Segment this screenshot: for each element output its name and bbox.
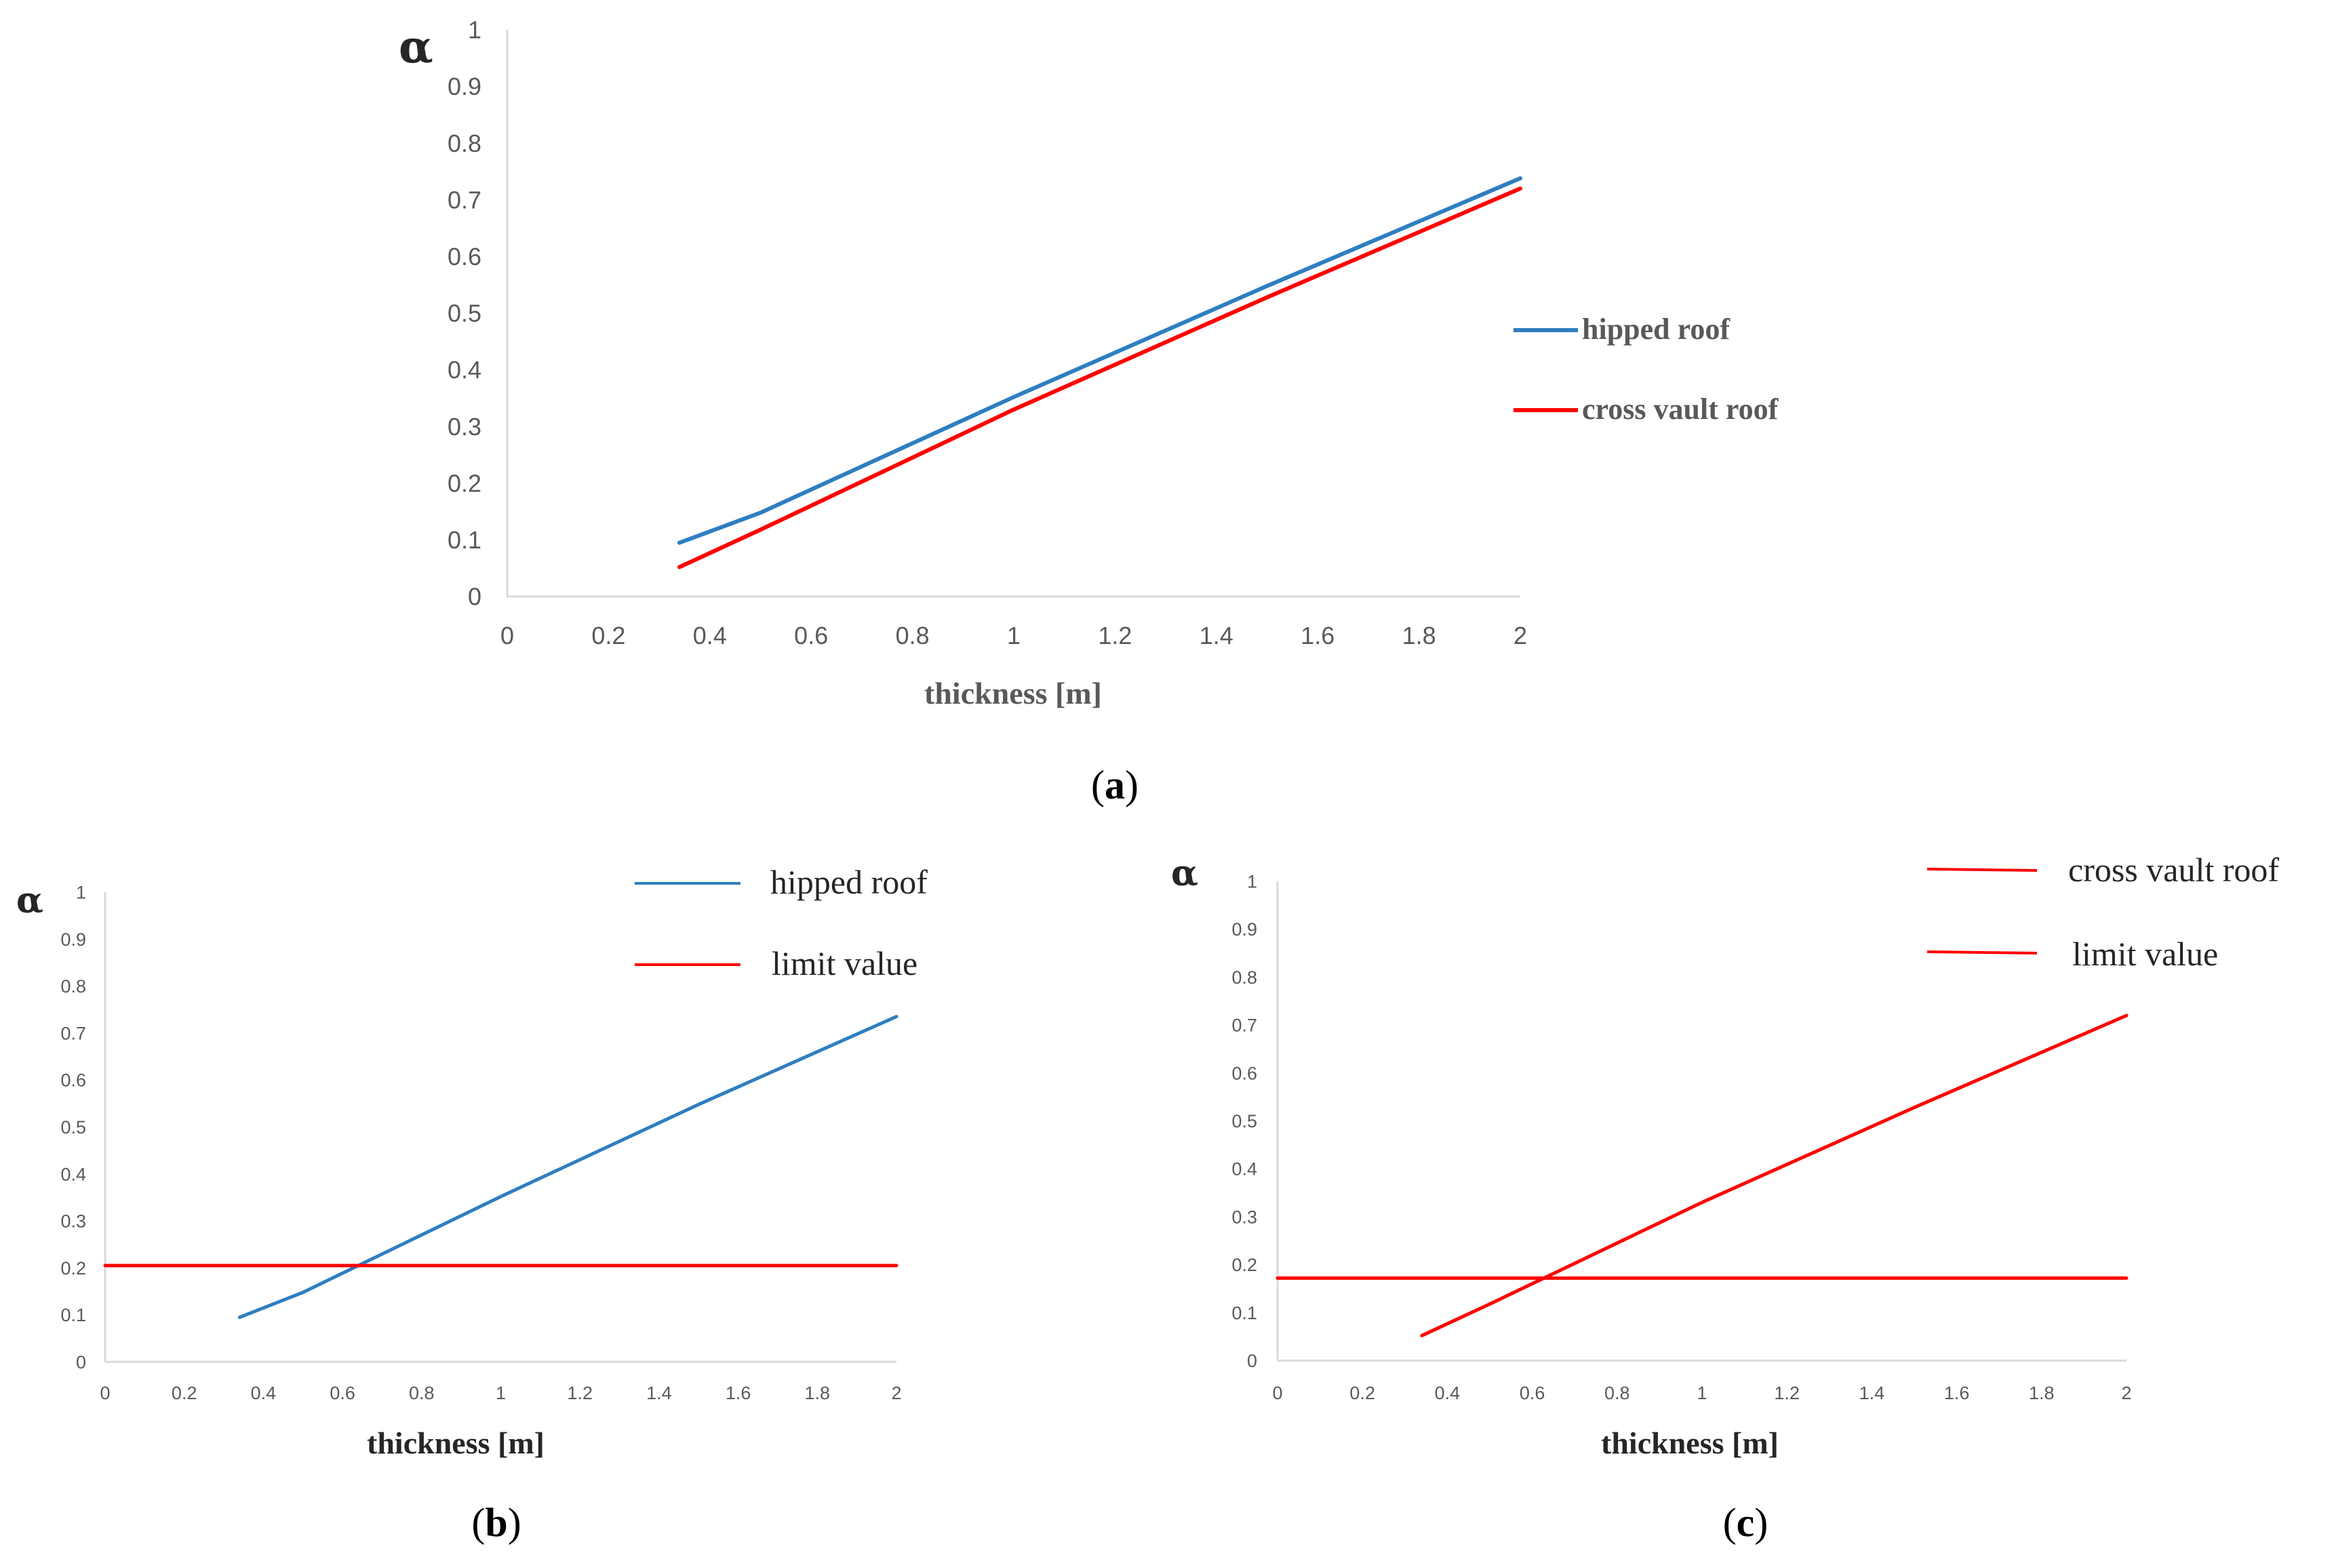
chart-b-x-tick-label: 1 <box>496 1383 506 1403</box>
chart-c-legend-swatch-cross-vault <box>1926 868 2038 872</box>
chart-a-x-tick-label: 1.8 <box>1402 622 1436 649</box>
chart-c-ylabel: α <box>1171 853 1198 894</box>
chart-b-ylabel: α <box>16 880 43 921</box>
chart-c-y-tick-label: 0.4 <box>1231 1159 1257 1180</box>
chart-a-y-tick-label: 0.8 <box>448 129 481 157</box>
chart-c-x-tick-label: 0.2 <box>1349 1383 1375 1403</box>
chart-a-x-tick-label: 0.2 <box>591 622 625 649</box>
chart-a-y-tick-label: 0.1 <box>448 526 481 554</box>
chart-b-y-tick-label: 0.6 <box>60 1070 86 1091</box>
chart-c-series-cross-vault-roof <box>1420 1013 2129 1338</box>
chart-a-legend-hipped-roof: hipped roof <box>1582 313 1730 346</box>
chart-c-y-tick-label: 0.3 <box>1231 1207 1257 1227</box>
chart-a-legend: hipped roof cross vault roof <box>1514 313 1779 426</box>
chart-a-y-tick-label: 0.9 <box>448 73 481 100</box>
chart-b-y-tick-label: 0.9 <box>60 929 86 950</box>
chart-b-y-tick-label: 0.3 <box>60 1211 86 1232</box>
chart-c-xlabel: thickness [m] <box>1601 1426 1779 1460</box>
chart-a-x-tick-label: 0.8 <box>896 622 930 649</box>
chart-c-legend-swatch-limit <box>1926 950 2038 954</box>
chart-a-xlabel: thickness [m] <box>924 676 1102 710</box>
chart-b-x-tick-label: 2 <box>891 1383 901 1403</box>
chart-b-y-tick-label: 0.7 <box>60 1023 86 1043</box>
chart-b-x-tick-label: 0.8 <box>409 1383 435 1403</box>
chart-b-legend-hipped-roof: hipped roof <box>770 863 928 901</box>
chart-a-x-tick-label: 1.2 <box>1098 622 1132 649</box>
chart-c-x-tick-label: 2 <box>2121 1383 2131 1403</box>
chart-c: α 0 0.1 0.2 0.3 0.4 0.5 0.6 0.7 0.8 0.9 1 0 0.2 0.4 0… <box>1171 851 2279 1545</box>
chart-a-x-tick-label: 0.6 <box>794 622 828 649</box>
chart-c-y-tick-label: 0.6 <box>1231 1063 1257 1083</box>
chart-a-y-tick-label: 0.7 <box>448 186 481 214</box>
chart-a-y-tick-label: 1 <box>468 16 481 44</box>
chart-b-y-tick-label: 0.1 <box>60 1305 86 1325</box>
chart-b-x-tick-label: 1.6 <box>726 1383 751 1403</box>
chart-b-xlabel: thickness [m] <box>367 1426 545 1460</box>
chart-b-legend-limit-value: limit value <box>772 944 917 982</box>
chart-b-y-tick-label: 0.5 <box>60 1117 86 1138</box>
chart-c-x-tick-label: 0.6 <box>1520 1383 1545 1403</box>
chart-b-y-tick-label: 0.4 <box>60 1164 86 1184</box>
chart-c-x-tick-label: 1 <box>1697 1383 1707 1403</box>
chart-c-y-tick-label: 0.8 <box>1231 967 1257 988</box>
chart-a-x-tick-label: 1.6 <box>1301 622 1334 649</box>
chart-b: α 0 0.1 0.2 0.3 0.4 0.5 0.6 0.7 0.8 0.9 1 0 0.2 0.4 0… <box>16 863 928 1545</box>
chart-c-x-tick-label: 1.4 <box>1859 1383 1885 1403</box>
chart-c-legend: cross vault roof limit value <box>1926 851 2279 973</box>
chart-c-y-tick-label: 0.7 <box>1231 1016 1257 1036</box>
chart-a-y-tick-label: 0.6 <box>448 243 481 270</box>
chart-b-x-tick-label: 0.4 <box>251 1383 277 1403</box>
chart-c-y-tick-label: 0.2 <box>1231 1255 1257 1275</box>
chart-c-y-tick-label: 0.5 <box>1231 1111 1257 1131</box>
chart-a-series-cross-vault-roof <box>677 186 1522 569</box>
chart-a-y-tick-label: 0.5 <box>448 300 481 327</box>
chart-c-x-tick-label: 1.2 <box>1774 1383 1800 1403</box>
chart-a-x-tick-label: 0.4 <box>693 622 727 649</box>
chart-a-x-tick-label: 1.4 <box>1200 622 1233 649</box>
chart-c-legend-cross-vault-roof: cross vault roof <box>2068 851 2279 889</box>
chart-c-x-tick-label: 1.8 <box>2029 1383 2055 1403</box>
caption-a: (a) <box>1091 763 1139 807</box>
chart-c-x-tick-label: 0.8 <box>1604 1383 1630 1403</box>
chart-b-series-hipped-roof <box>237 1015 898 1319</box>
chart-a-series-hipped-roof <box>677 176 1522 545</box>
chart-c-legend-limit-value: limit value <box>2072 935 2218 973</box>
chart-b-x-tick-label: 0.6 <box>330 1383 355 1403</box>
chart-a-x-tick-label: 2 <box>1514 622 1527 649</box>
chart-c-y-tick-label: 0.9 <box>1231 919 1257 940</box>
chart-b-x-tick-label: 1.2 <box>567 1383 593 1403</box>
chart-b-x-tick-label: 1.4 <box>646 1383 672 1403</box>
chart-c-x-tick-label: 1.6 <box>1944 1383 1970 1403</box>
chart-b-x-tick-label: 0 <box>100 1383 110 1403</box>
chart-a-legend-cross-vault-roof: cross vault roof <box>1582 393 1779 426</box>
chart-b-y-tick-label: 0.2 <box>60 1258 86 1279</box>
chart-a-y-tick-label: 0 <box>468 583 481 611</box>
chart-b-x-tick-label: 1.8 <box>805 1383 831 1403</box>
chart-c-y-tick-label: 0.1 <box>1231 1303 1257 1323</box>
chart-c-x-tick-label: 0.4 <box>1435 1383 1461 1403</box>
caption-c: (c) <box>1723 1500 1768 1545</box>
chart-a-y-tick-label: 0.2 <box>448 469 481 497</box>
chart-a-y-tick-label: 0.4 <box>448 356 481 384</box>
chart-a-x-tick-label: 0 <box>500 622 514 649</box>
chart-b-y-tick-label: 0.8 <box>60 976 86 997</box>
caption-b: (b) <box>471 1500 521 1545</box>
chart-c-y-tick-label: 0 <box>1247 1350 1257 1371</box>
chart-a-y-tick-label: 0.3 <box>448 413 481 441</box>
chart-b-y-tick-label: 1 <box>76 882 86 902</box>
chart-a: α 0 0.1 0.2 0.3 0.4 0.5 0.6 0.7 0.8 0.9 1 0 0.2 0.4 0… <box>399 16 1779 807</box>
chart-a-ylabel: α <box>399 20 433 73</box>
chart-b-legend: hipped roof limit value <box>635 863 928 982</box>
chart-c-y-tick-label: 1 <box>1247 871 1257 891</box>
chart-a-x-tick-label: 1 <box>1007 622 1021 649</box>
chart-c-x-tick-label: 0 <box>1272 1383 1282 1403</box>
chart-b-y-tick-label: 0 <box>76 1352 86 1372</box>
chart-b-x-tick-label: 0.2 <box>172 1383 197 1403</box>
